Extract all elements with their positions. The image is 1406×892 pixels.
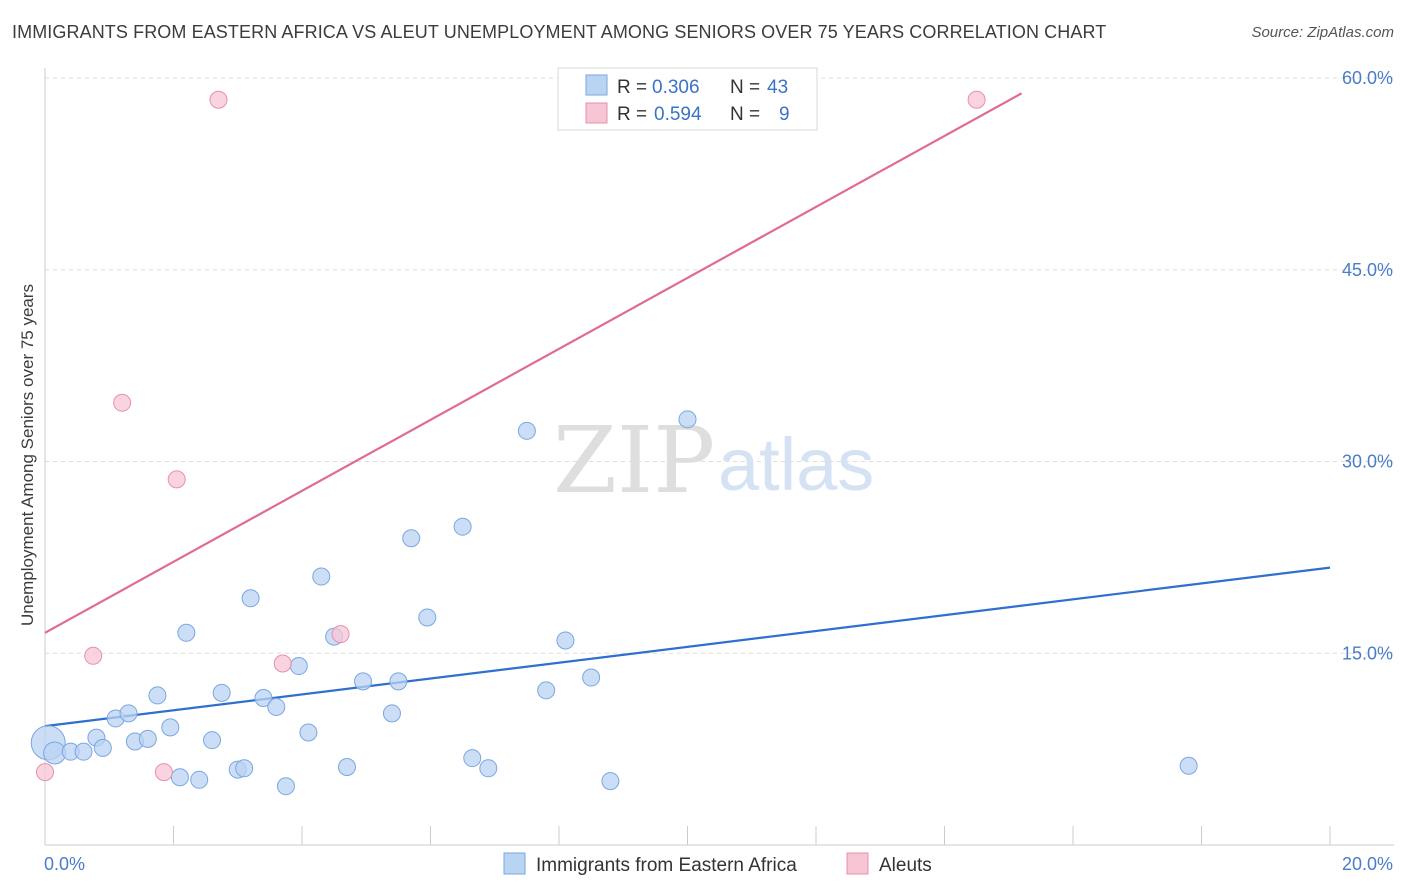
legend-r-value-2: 0.594: [654, 104, 702, 125]
y-tick-label-3: 60.0%: [1342, 68, 1393, 88]
point-pink-2: [113, 393, 132, 412]
point-pink-0: [36, 763, 54, 782]
point-blue-38: [556, 631, 575, 650]
y-tick-labels: 15.0% 30.0% 45.0% 60.0%: [1342, 68, 1393, 663]
point-blue-40: [601, 772, 620, 791]
watermark-atlas: atlas: [718, 423, 874, 506]
legend-n-value-1: 43: [767, 77, 788, 98]
point-blue-28: [354, 672, 373, 691]
point-blue-35: [479, 759, 498, 778]
point-blue-14: [190, 770, 209, 789]
point-blue-11: [161, 718, 180, 737]
y-axis-label: Unemployment Among Seniors over 75 years: [18, 284, 37, 626]
point-blue-27: [337, 758, 356, 777]
trendline-blue: [44, 566, 1331, 728]
legend: R = 0.306 N = 43 R = 0.594 N = 9: [557, 67, 818, 131]
x-tick-label-1: 20.0%: [1342, 854, 1393, 874]
point-blue-12: [170, 768, 189, 787]
legend-n-label-2: N =: [730, 104, 760, 125]
source-label: Source: ZipAtlas.com: [1251, 24, 1394, 41]
point-blue-39: [582, 668, 601, 687]
point-blue-30: [389, 672, 408, 691]
point-blue-21: [267, 697, 286, 716]
bottom-legend-swatch-blue: [503, 852, 526, 875]
point-blue-33: [453, 517, 472, 536]
point-pink-6: [273, 654, 292, 673]
legend-r-value-1: 0.306: [652, 77, 700, 98]
point-blue-13: [177, 623, 196, 642]
legend-swatch-blue: [585, 74, 608, 96]
data-points: [30, 90, 1198, 796]
legend-r-label-1: R =: [617, 77, 647, 98]
point-pink-3: [154, 763, 173, 782]
chart-title: IMMIGRANTS FROM EASTERN AFRICA VS ALEUT …: [12, 22, 1107, 42]
point-blue-10: [148, 686, 167, 705]
point-blue-31: [402, 529, 421, 548]
y-tick-label-1: 30.0%: [1342, 452, 1393, 472]
point-blue-23: [289, 657, 308, 676]
x-tick-label-0: 0.0%: [44, 854, 85, 874]
point-blue-29: [382, 704, 401, 723]
y-tick-label-2: 45.0%: [1342, 260, 1393, 280]
grid-lines: [45, 77, 1394, 654]
point-blue-36: [517, 421, 536, 440]
y-tick-label-0: 15.0%: [1342, 643, 1393, 663]
point-pink-5: [209, 90, 228, 109]
bottom-legend-swatch-pink: [846, 852, 869, 875]
legend-n-label-1: N =: [730, 77, 760, 98]
point-blue-20: [254, 688, 273, 707]
point-blue-34: [463, 749, 482, 768]
trendline-pink: [44, 92, 1023, 634]
point-blue-19: [241, 589, 260, 608]
point-blue-3: [74, 742, 93, 761]
point-pink-4: [167, 470, 186, 489]
legend-r-label-2: R =: [617, 104, 647, 125]
watermark: ZIP atlas: [553, 407, 874, 514]
bottom-legend-label-2: Aleuts: [879, 855, 932, 876]
point-blue-16: [212, 683, 231, 702]
point-pink-7: [331, 625, 350, 644]
point-blue-32: [418, 608, 437, 627]
point-blue-15: [203, 731, 222, 750]
x-tick-labels: 0.0% 20.0%: [44, 854, 1393, 874]
bottom-legend-label-1: Immigrants from Eastern Africa: [536, 855, 797, 876]
point-blue-25: [312, 567, 331, 586]
point-blue-41: [678, 410, 697, 429]
point-blue-42: [1179, 756, 1198, 775]
axes: [44, 68, 1394, 846]
legend-swatch-pink: [585, 102, 608, 124]
point-pink-8: [967, 90, 986, 109]
legend-n-value-2: 9: [779, 104, 790, 125]
point-blue-9: [138, 729, 157, 748]
point-blue-22: [276, 777, 295, 796]
point-blue-24: [299, 723, 318, 742]
point-blue-37: [537, 681, 556, 700]
point-blue-5: [93, 738, 112, 757]
point-blue-18: [235, 759, 254, 778]
point-blue-7: [119, 704, 138, 723]
point-pink-1: [84, 646, 103, 665]
bottom-legend: Immigrants from Eastern Africa Aleuts: [503, 852, 932, 876]
